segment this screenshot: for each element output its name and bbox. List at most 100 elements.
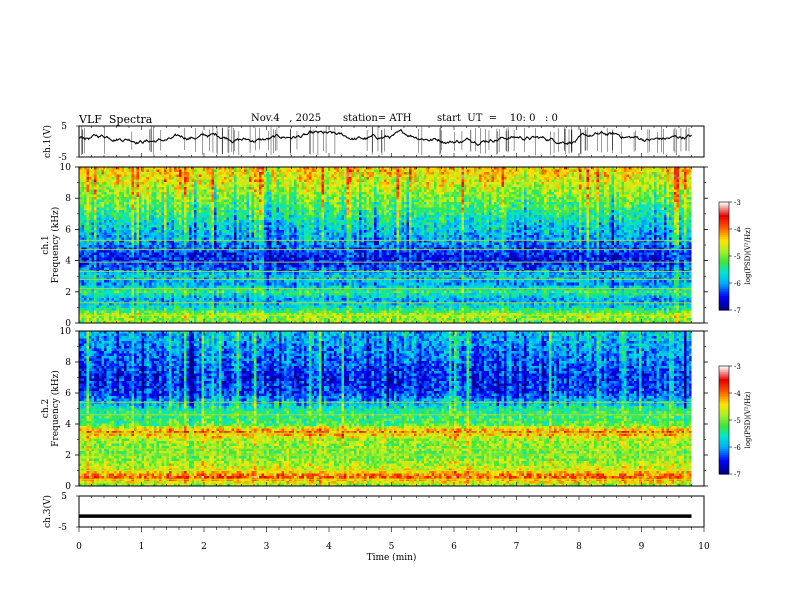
psd-cell bbox=[114, 267, 118, 271]
psd-cell bbox=[184, 207, 188, 211]
psd-cell bbox=[176, 250, 180, 254]
psd-cell bbox=[119, 300, 123, 304]
psd-cell bbox=[176, 257, 180, 261]
psd-cell bbox=[84, 222, 88, 226]
psd-cell bbox=[184, 247, 188, 251]
psd-cell bbox=[179, 265, 183, 269]
psd-cell bbox=[109, 282, 113, 286]
psd-cell bbox=[111, 307, 115, 312]
psd-cell bbox=[84, 239, 88, 244]
psd-cell bbox=[189, 280, 193, 284]
psd-cell bbox=[104, 290, 108, 294]
psd-cell bbox=[116, 194, 120, 198]
psd-cell bbox=[134, 179, 138, 183]
psd-cell bbox=[151, 310, 155, 314]
psd-cell bbox=[176, 242, 180, 246]
psd-cell bbox=[91, 245, 95, 249]
psd-cell bbox=[124, 257, 128, 261]
psd-cell bbox=[159, 310, 163, 314]
psd-cell bbox=[96, 222, 100, 226]
psd-cell bbox=[166, 290, 170, 294]
psd-cell bbox=[109, 222, 113, 226]
psd-cell bbox=[196, 207, 200, 211]
psd-cell bbox=[199, 227, 203, 231]
psd-cell bbox=[189, 275, 193, 279]
psd-cell bbox=[201, 272, 205, 276]
psd-cell bbox=[119, 224, 123, 228]
psd-cell bbox=[166, 174, 170, 178]
psd-cell bbox=[176, 212, 180, 216]
psd-cell bbox=[84, 245, 88, 249]
psd-cell bbox=[166, 302, 170, 306]
psd-cell bbox=[104, 167, 108, 171]
psd-cell bbox=[171, 245, 175, 249]
psd-cell bbox=[174, 172, 178, 176]
psd-cell bbox=[201, 204, 205, 208]
psd-cell bbox=[194, 202, 198, 206]
psd-cell bbox=[114, 257, 118, 261]
psd-cell bbox=[94, 207, 98, 211]
psd-cell bbox=[86, 229, 90, 234]
psd-cell bbox=[206, 197, 210, 201]
psd-cell bbox=[104, 184, 108, 188]
psd-cell bbox=[114, 222, 118, 226]
psd-cell bbox=[154, 202, 158, 206]
psd-cell bbox=[159, 255, 163, 259]
psd-cell bbox=[91, 315, 95, 319]
psd-cell bbox=[126, 280, 130, 284]
psd-cell bbox=[179, 179, 183, 183]
psd-cell bbox=[91, 287, 95, 291]
psd-cell bbox=[144, 197, 148, 201]
psd-cell bbox=[196, 312, 200, 317]
psd-cell bbox=[171, 187, 175, 191]
psd-cell bbox=[204, 315, 208, 319]
psd-cell bbox=[99, 302, 103, 306]
psd-cell bbox=[151, 247, 155, 251]
psd-cell bbox=[191, 167, 195, 171]
psd-cell bbox=[204, 232, 208, 236]
psd-cell bbox=[84, 182, 88, 186]
psd-cell bbox=[116, 222, 120, 226]
psd-cell bbox=[189, 282, 193, 286]
psd-cell bbox=[146, 222, 150, 226]
psd-cell bbox=[146, 250, 150, 254]
psd-cell bbox=[144, 217, 148, 221]
psd-cell bbox=[104, 282, 108, 286]
psd-cell bbox=[111, 214, 115, 218]
psd-cell bbox=[184, 312, 188, 317]
psd-cell bbox=[79, 267, 83, 271]
psd-cell bbox=[194, 282, 198, 286]
psd-cell bbox=[184, 307, 188, 312]
ch1-waveform-trace bbox=[79, 128, 692, 147]
psd-cell bbox=[81, 292, 85, 296]
psd-cell bbox=[129, 275, 133, 279]
psd-cell bbox=[164, 174, 168, 178]
psd-cell bbox=[186, 272, 190, 276]
psd-cell bbox=[91, 234, 95, 239]
psd-cell bbox=[151, 245, 155, 249]
psd-cell bbox=[166, 285, 170, 289]
psd-cell bbox=[104, 192, 108, 196]
psd-cell bbox=[179, 189, 183, 193]
psd-cell bbox=[96, 242, 100, 246]
psd-cell bbox=[201, 295, 205, 299]
psd-cell bbox=[99, 312, 103, 317]
psd-cell bbox=[131, 189, 135, 193]
psd-cell bbox=[136, 189, 140, 193]
psd-cell bbox=[149, 237, 153, 241]
psd-cell bbox=[99, 202, 103, 206]
psd-cell bbox=[169, 302, 173, 306]
psd-cell bbox=[144, 182, 148, 186]
psd-cell bbox=[121, 234, 125, 239]
psd-cell bbox=[101, 214, 105, 218]
psd-cell bbox=[176, 219, 180, 223]
psd-cell bbox=[161, 237, 165, 241]
psd-cell bbox=[141, 257, 145, 261]
psd-cell bbox=[89, 265, 93, 269]
psd-cell bbox=[181, 209, 185, 213]
psd-cell bbox=[181, 315, 185, 319]
psd-cell bbox=[171, 177, 175, 181]
psd-cell bbox=[176, 234, 180, 239]
psd-cell bbox=[174, 192, 178, 196]
psd-cell bbox=[81, 247, 85, 251]
